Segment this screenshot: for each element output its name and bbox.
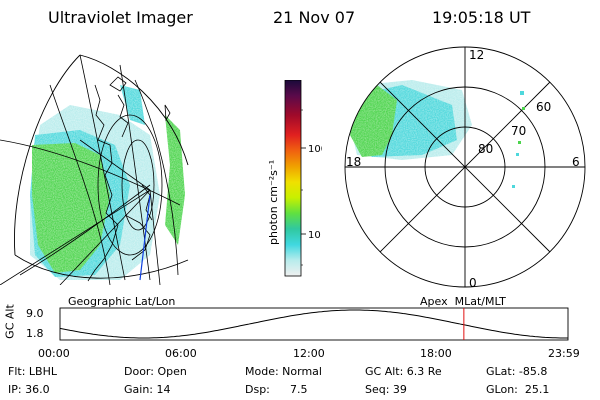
coastline: [87, 84, 153, 282]
seq-info: Seq: 39: [365, 383, 407, 396]
time-tick-1800: 18:00: [420, 347, 452, 360]
gain-info: Gain: 14: [124, 383, 171, 396]
glat-info: GLat: -85.8: [486, 365, 548, 378]
mlt-label-6: 6: [572, 155, 580, 169]
altitude-ylabel: GC Alt: [3, 304, 17, 339]
colorbar-gradient: [284, 80, 302, 277]
altitude-plot: [59, 307, 569, 341]
colorbar-tick-10: 10: [308, 230, 321, 241]
altitude-curve: [59, 309, 568, 339]
time-tick-2359: 23:59: [548, 347, 580, 360]
apex-label: Apex MLat/MLT: [420, 295, 506, 308]
mlat-label-70: 70: [511, 124, 526, 138]
dsp-value: 7.5: [290, 383, 308, 396]
instrument-title: Ultraviolet Imager: [48, 8, 193, 27]
mode-info: Mode: Normal: [245, 365, 322, 378]
geographic-label: Geographic Lat/Lon: [68, 295, 176, 308]
terminator-line: [139, 194, 151, 281]
altitude-ytick-min: 1.8: [26, 327, 44, 340]
altitude-ytick-max: 9.0: [26, 307, 44, 320]
mlat-label-80: 80: [478, 142, 493, 156]
observation-time: 19:05:18 UT: [432, 8, 531, 27]
dsp-label: Dsp:: [245, 383, 270, 396]
colorbar: 100 10 photon cm⁻²s⁻¹: [267, 80, 322, 277]
door-info: Door: Open: [124, 365, 187, 378]
colorbar-tick-100: 100: [308, 144, 322, 155]
time-tick-1200: 12:00: [293, 347, 325, 360]
mlt-label-18: 18: [346, 155, 361, 169]
glon-info: GLon: 25.1: [486, 383, 550, 396]
mlt-label-0: 0: [469, 276, 477, 290]
observation-date: 21 Nov 07: [273, 8, 356, 27]
colorbar-label: photon cm⁻²s⁻¹: [267, 160, 280, 245]
geographic-map: [0, 45, 195, 285]
polar-dial: 12 6 0 18 60 70 80: [344, 46, 586, 290]
time-tick-0600: 06:00: [165, 347, 197, 360]
mlat-label-60: 60: [536, 100, 551, 114]
gc-alt-info: GC Alt: 6.3 Re: [365, 365, 442, 378]
filter-info: Flt: LBHL: [8, 365, 57, 378]
mlt-label-12: 12: [469, 48, 484, 62]
time-tick-0000: 00:00: [38, 347, 70, 360]
ip-info: IP: 36.0: [8, 383, 50, 396]
